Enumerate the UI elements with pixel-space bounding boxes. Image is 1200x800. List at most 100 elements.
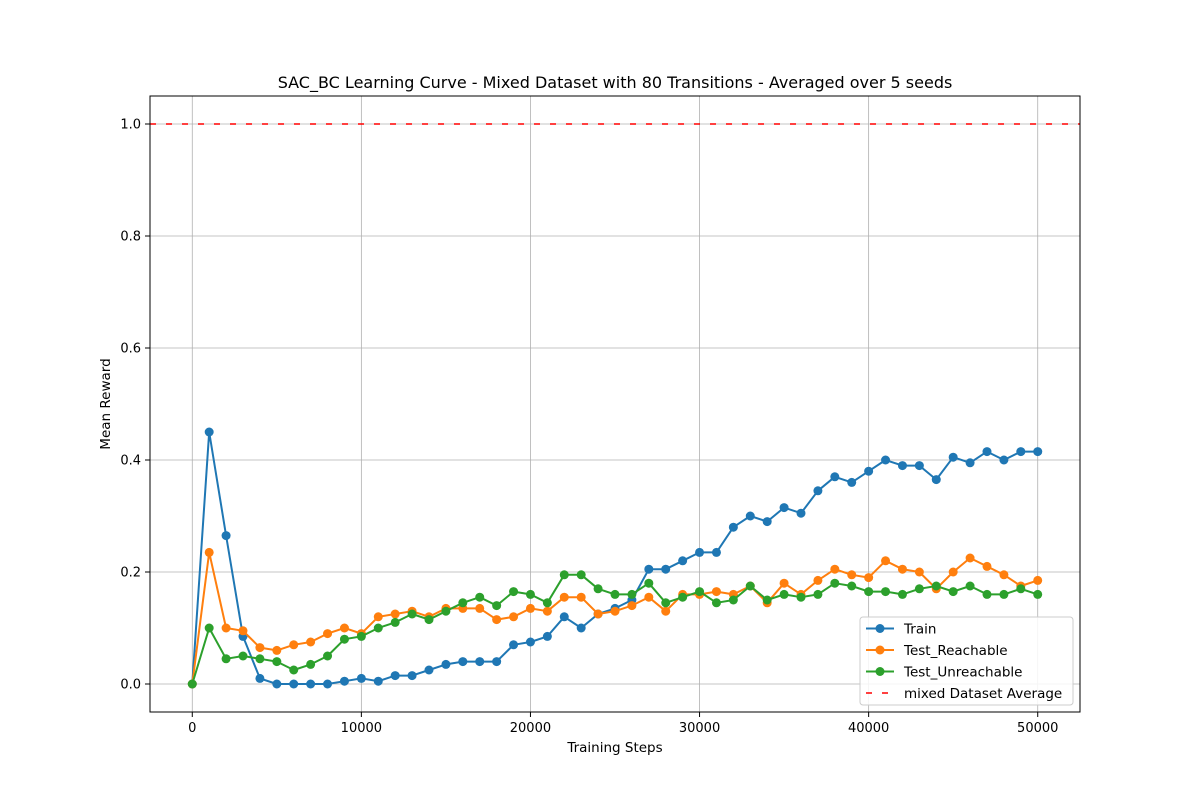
- y-axis-ticks: 0.0 0.2 0.4 0.6 0.8 1.0: [120, 118, 150, 693]
- data-point-train: [644, 564, 654, 574]
- data-point-test-unreachable: [593, 584, 603, 594]
- data-point-train: [272, 679, 282, 689]
- data-point-test-unreachable: [441, 606, 451, 616]
- grid-lines: [150, 96, 1080, 712]
- data-point-test-unreachable: [542, 598, 552, 608]
- data-point-test-unreachable: [204, 623, 214, 633]
- data-point-train: [1016, 447, 1026, 457]
- data-point-train: [407, 671, 417, 681]
- data-point-test-reachable: [661, 606, 671, 616]
- x-axis-label: Training Steps: [566, 740, 662, 756]
- data-point-train: [881, 455, 891, 465]
- legend-label-train: Train: [903, 622, 936, 638]
- data-point-train: [864, 466, 874, 476]
- data-point-train: [999, 455, 1009, 465]
- data-point-test-reachable: [864, 573, 874, 583]
- data-point-train: [509, 640, 519, 650]
- data-point-test-unreachable: [914, 584, 924, 594]
- data-point-test-unreachable: [407, 609, 417, 619]
- data-point-test-reachable: [711, 587, 721, 597]
- data-point-train: [289, 679, 299, 689]
- y-tick-label: 0.8: [120, 230, 141, 245]
- legend-marker-test-reachable: [875, 645, 885, 655]
- data-point-test-unreachable: [559, 570, 569, 580]
- data-point-test-unreachable: [745, 581, 755, 591]
- legend-marker-test-unreachable: [875, 667, 885, 676]
- legend: Train Test_Reachable Test_Unreachablemixed…: [859, 616, 1074, 706]
- y-axis-label: Mean Reward: [98, 358, 114, 449]
- data-point-test-reachable: [813, 575, 823, 585]
- data-point-test-unreachable: [221, 654, 231, 664]
- data-point-train: [914, 461, 924, 471]
- plot-frame: [149, 95, 1081, 713]
- data-point-test-reachable: [576, 592, 586, 602]
- data-point-test-unreachable: [339, 634, 349, 644]
- data-point-test-unreachable: [931, 581, 941, 591]
- data-point-test-unreachable: [492, 601, 502, 611]
- data-point-test-unreachable: [458, 598, 468, 608]
- data-point-test-unreachable: [1033, 589, 1043, 599]
- data-point-test-unreachable: [289, 665, 299, 675]
- data-point-test-reachable: [559, 592, 569, 602]
- data-point-test-reachable: [779, 578, 789, 588]
- data-point-train: [356, 673, 366, 683]
- data-point-test-unreachable: [306, 659, 316, 669]
- data-point-train: [813, 486, 823, 496]
- data-point-test-reachable: [306, 637, 316, 647]
- data-point-train: [390, 671, 400, 681]
- data-point-test-reachable: [525, 603, 535, 613]
- data-point-test-unreachable: [830, 578, 840, 588]
- series-group: [187, 427, 1043, 689]
- data-point-train: [441, 659, 451, 669]
- data-point-train: [458, 657, 468, 667]
- x-tick-label: 20000: [510, 721, 551, 736]
- data-point-test-reachable: [610, 606, 620, 616]
- data-point-train: [745, 511, 755, 521]
- data-point-train: [982, 447, 992, 457]
- data-point-test-reachable: [390, 609, 400, 619]
- data-point-test-unreachable: [272, 657, 282, 667]
- data-point-test-reachable: [897, 564, 907, 574]
- data-point-test-unreachable: [779, 589, 789, 599]
- x-tick-label: 0: [188, 721, 196, 736]
- x-tick-label: 30000: [679, 721, 720, 736]
- data-point-test-reachable: [204, 547, 214, 557]
- data-point-train: [661, 564, 671, 574]
- data-point-test-reachable: [238, 626, 248, 636]
- data-point-test-unreachable: [728, 595, 738, 605]
- data-point-train: [931, 475, 941, 485]
- data-point-train: [255, 673, 265, 683]
- data-point-test-reachable: [1033, 575, 1043, 585]
- data-point-test-reachable: [830, 564, 840, 574]
- data-point-test-unreachable: [695, 587, 705, 597]
- legend-marker-train: [875, 624, 885, 633]
- data-point-test-unreachable: [796, 592, 806, 602]
- data-point-train: [1033, 447, 1043, 457]
- data-point-train: [847, 477, 857, 487]
- y-tick-label: 0.4: [120, 454, 141, 469]
- data-point-test-reachable: [965, 553, 975, 563]
- data-point-test-unreachable: [475, 592, 485, 602]
- data-point-test-reachable: [914, 567, 924, 577]
- data-point-test-reachable: [373, 612, 383, 622]
- legend-label-mixed-dataset-average: mixed Dataset Average: [904, 686, 1062, 702]
- data-point-train: [695, 547, 705, 557]
- chart-title: SAC_BC Learning Curve - Mixed Dataset wi…: [278, 73, 953, 93]
- data-point-test-unreachable: [948, 587, 958, 597]
- data-point-train: [475, 657, 485, 667]
- legend-label-test-unreachable: Test_Unreachable: [903, 665, 1022, 681]
- data-point-test-unreachable: [509, 587, 519, 597]
- data-point-test-unreachable: [390, 617, 400, 627]
- y-tick-label: 0.0: [120, 678, 141, 693]
- data-point-train: [779, 503, 789, 513]
- data-point-test-reachable: [509, 612, 519, 622]
- data-point-test-reachable: [542, 606, 552, 616]
- data-point-test-reachable: [339, 623, 349, 633]
- data-point-test-unreachable: [644, 578, 654, 588]
- x-axis-ticks: 0 10000 20000 30000 40000 50000: [188, 712, 1058, 736]
- data-point-test-reachable: [982, 561, 992, 571]
- data-point-test-reachable: [644, 592, 654, 602]
- data-point-train: [424, 665, 434, 675]
- legend-label-test-reachable: Test_Reachable: [903, 643, 1008, 659]
- y-tick-label: 1.0: [120, 118, 141, 133]
